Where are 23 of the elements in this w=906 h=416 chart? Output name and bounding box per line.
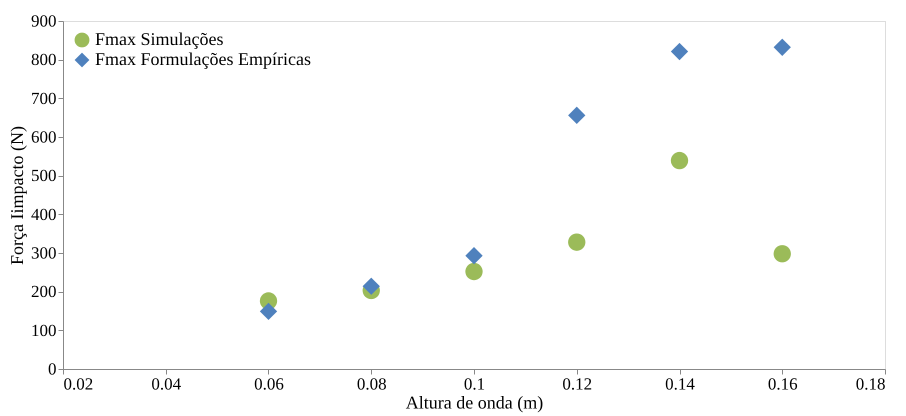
y-tick-label: 200 [31,282,56,302]
x-tick-label: 0.02 [64,374,94,394]
y-tick-label: 300 [31,244,56,262]
x-tick-label: 0.14 [665,374,696,394]
y-tick-label: 900 [31,12,56,30]
x-tick-label: 0.1 [464,374,486,394]
y-tick-label: 800 [31,50,56,70]
y-axis-title: Força Iimpacto (N) [7,126,27,265]
y-tick-label: 700 [31,88,56,108]
y-tick-label: 500 [31,166,56,186]
x-tick-label: 0.16 [768,374,798,394]
x-tick-label: 0.08 [356,374,387,394]
x-tick-label: 0.04 [151,374,182,394]
y-tick-label: 600 [31,128,56,146]
legend-label: Fmax Simulações [95,29,224,49]
y-tick-label: 400 [31,204,56,224]
y-tick-label: 100 [31,320,56,340]
x-tick-label: 0.12 [562,374,592,394]
y-tick-label: 0 [48,360,56,378]
legend-label: Fmax Formulações Empíricas [95,49,311,69]
x-tick-label: 0.18 [856,374,886,394]
x-tick-label: 0.06 [254,374,284,394]
x-axis-title: Altura de onda (m) [406,392,544,412]
